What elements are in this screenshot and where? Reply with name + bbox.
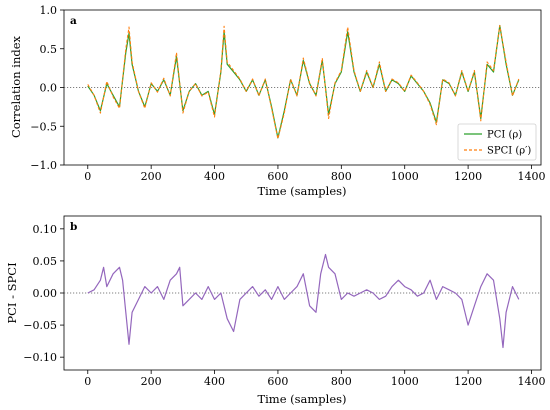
panel-b-series-line-0 — [87, 253, 520, 349]
panel-b-y-tick-label: 0.05 — [33, 255, 58, 268]
legend-frame — [457, 123, 537, 161]
panel-b-y-tick-label: −0.10 — [23, 351, 57, 364]
panel-b-x-tick-label: 1000 — [391, 375, 419, 388]
panel-b-x-tick-label: 200 — [141, 375, 162, 388]
panel-a-x-tick-label: 1200 — [454, 170, 482, 183]
panel-b-x-tick-label: 600 — [267, 375, 288, 388]
panel-b-x-tick-label: 1400 — [517, 375, 545, 388]
panel-a-x-tick-label: 400 — [204, 170, 225, 183]
panel-b-x-label: Time (samples) — [257, 392, 346, 406]
panel-a-series-line-1 — [87, 24, 520, 140]
panel-a-y-tick-label: 1.0 — [40, 4, 58, 17]
legend-label-spci: SPCI (ρ′) — [487, 146, 531, 157]
panel-b-x-tick-label: 1200 — [454, 375, 482, 388]
panel-a-y-tick-label: 0.5 — [40, 43, 58, 56]
panel-b-y-tick-label: 0.10 — [33, 223, 58, 236]
panel-a-x-ticks: 0 200 400 600 800 1000 1200 1400 — [84, 165, 545, 183]
panel-a-y-ticks: −1.0 −0.5 0.0 0.5 1.0 — [30, 4, 64, 172]
panel-a-y-tick-label: −1.0 — [30, 159, 57, 172]
panel-a-legend: PCI (ρ) SPCI (ρ′) — [457, 123, 537, 161]
panel-b: 0 200 400 600 800 1000 1200 1400 −0.10 −0.05 0.00… — [5, 215, 545, 406]
panel-b-x-tick-label: 400 — [204, 375, 225, 388]
panel-b-y-label: PCI - SPCI — [5, 262, 19, 323]
panel-b-y-tick-label: −0.05 — [23, 319, 57, 332]
panel-b-y-tick-label: 0.00 — [33, 287, 58, 300]
legend-label-pci: PCI (ρ) — [487, 130, 522, 141]
panel-a-series-group — [87, 24, 520, 140]
panel-b-x-tick-label: 800 — [331, 375, 352, 388]
panel-a-x-label: Time (samples) — [257, 184, 346, 198]
panel-b-series-group — [87, 253, 520, 349]
panel-a: 0 200 400 600 800 1000 1200 1400 −1.0 −0.5 0.0 0.5… — [9, 4, 545, 198]
panel-a-x-tick-label: 0 — [84, 170, 91, 183]
panel-a-x-tick-label: 1400 — [517, 170, 545, 183]
panel-a-x-tick-label: 200 — [141, 170, 162, 183]
panel-a-y-tick-label: −0.5 — [30, 120, 57, 133]
panel-b-x-ticks: 0 200 400 600 800 1000 1200 1400 — [84, 370, 545, 388]
panel-b-letter: b — [70, 221, 77, 233]
panel-a-series-line-0 — [87, 24, 520, 139]
panel-b-y-ticks: −0.10 −0.05 0.00 0.05 0.10 — [23, 223, 64, 364]
panel-a-x-tick-label: 1000 — [391, 170, 419, 183]
panel-a-y-tick-label: 0.0 — [40, 82, 58, 95]
panel-a-x-tick-label: 800 — [331, 170, 352, 183]
panel-a-letter: a — [70, 15, 77, 27]
panel-a-y-label: Correlation index — [9, 35, 23, 138]
panel-a-x-tick-label: 600 — [267, 170, 288, 183]
panel-b-x-tick-label: 0 — [84, 375, 91, 388]
